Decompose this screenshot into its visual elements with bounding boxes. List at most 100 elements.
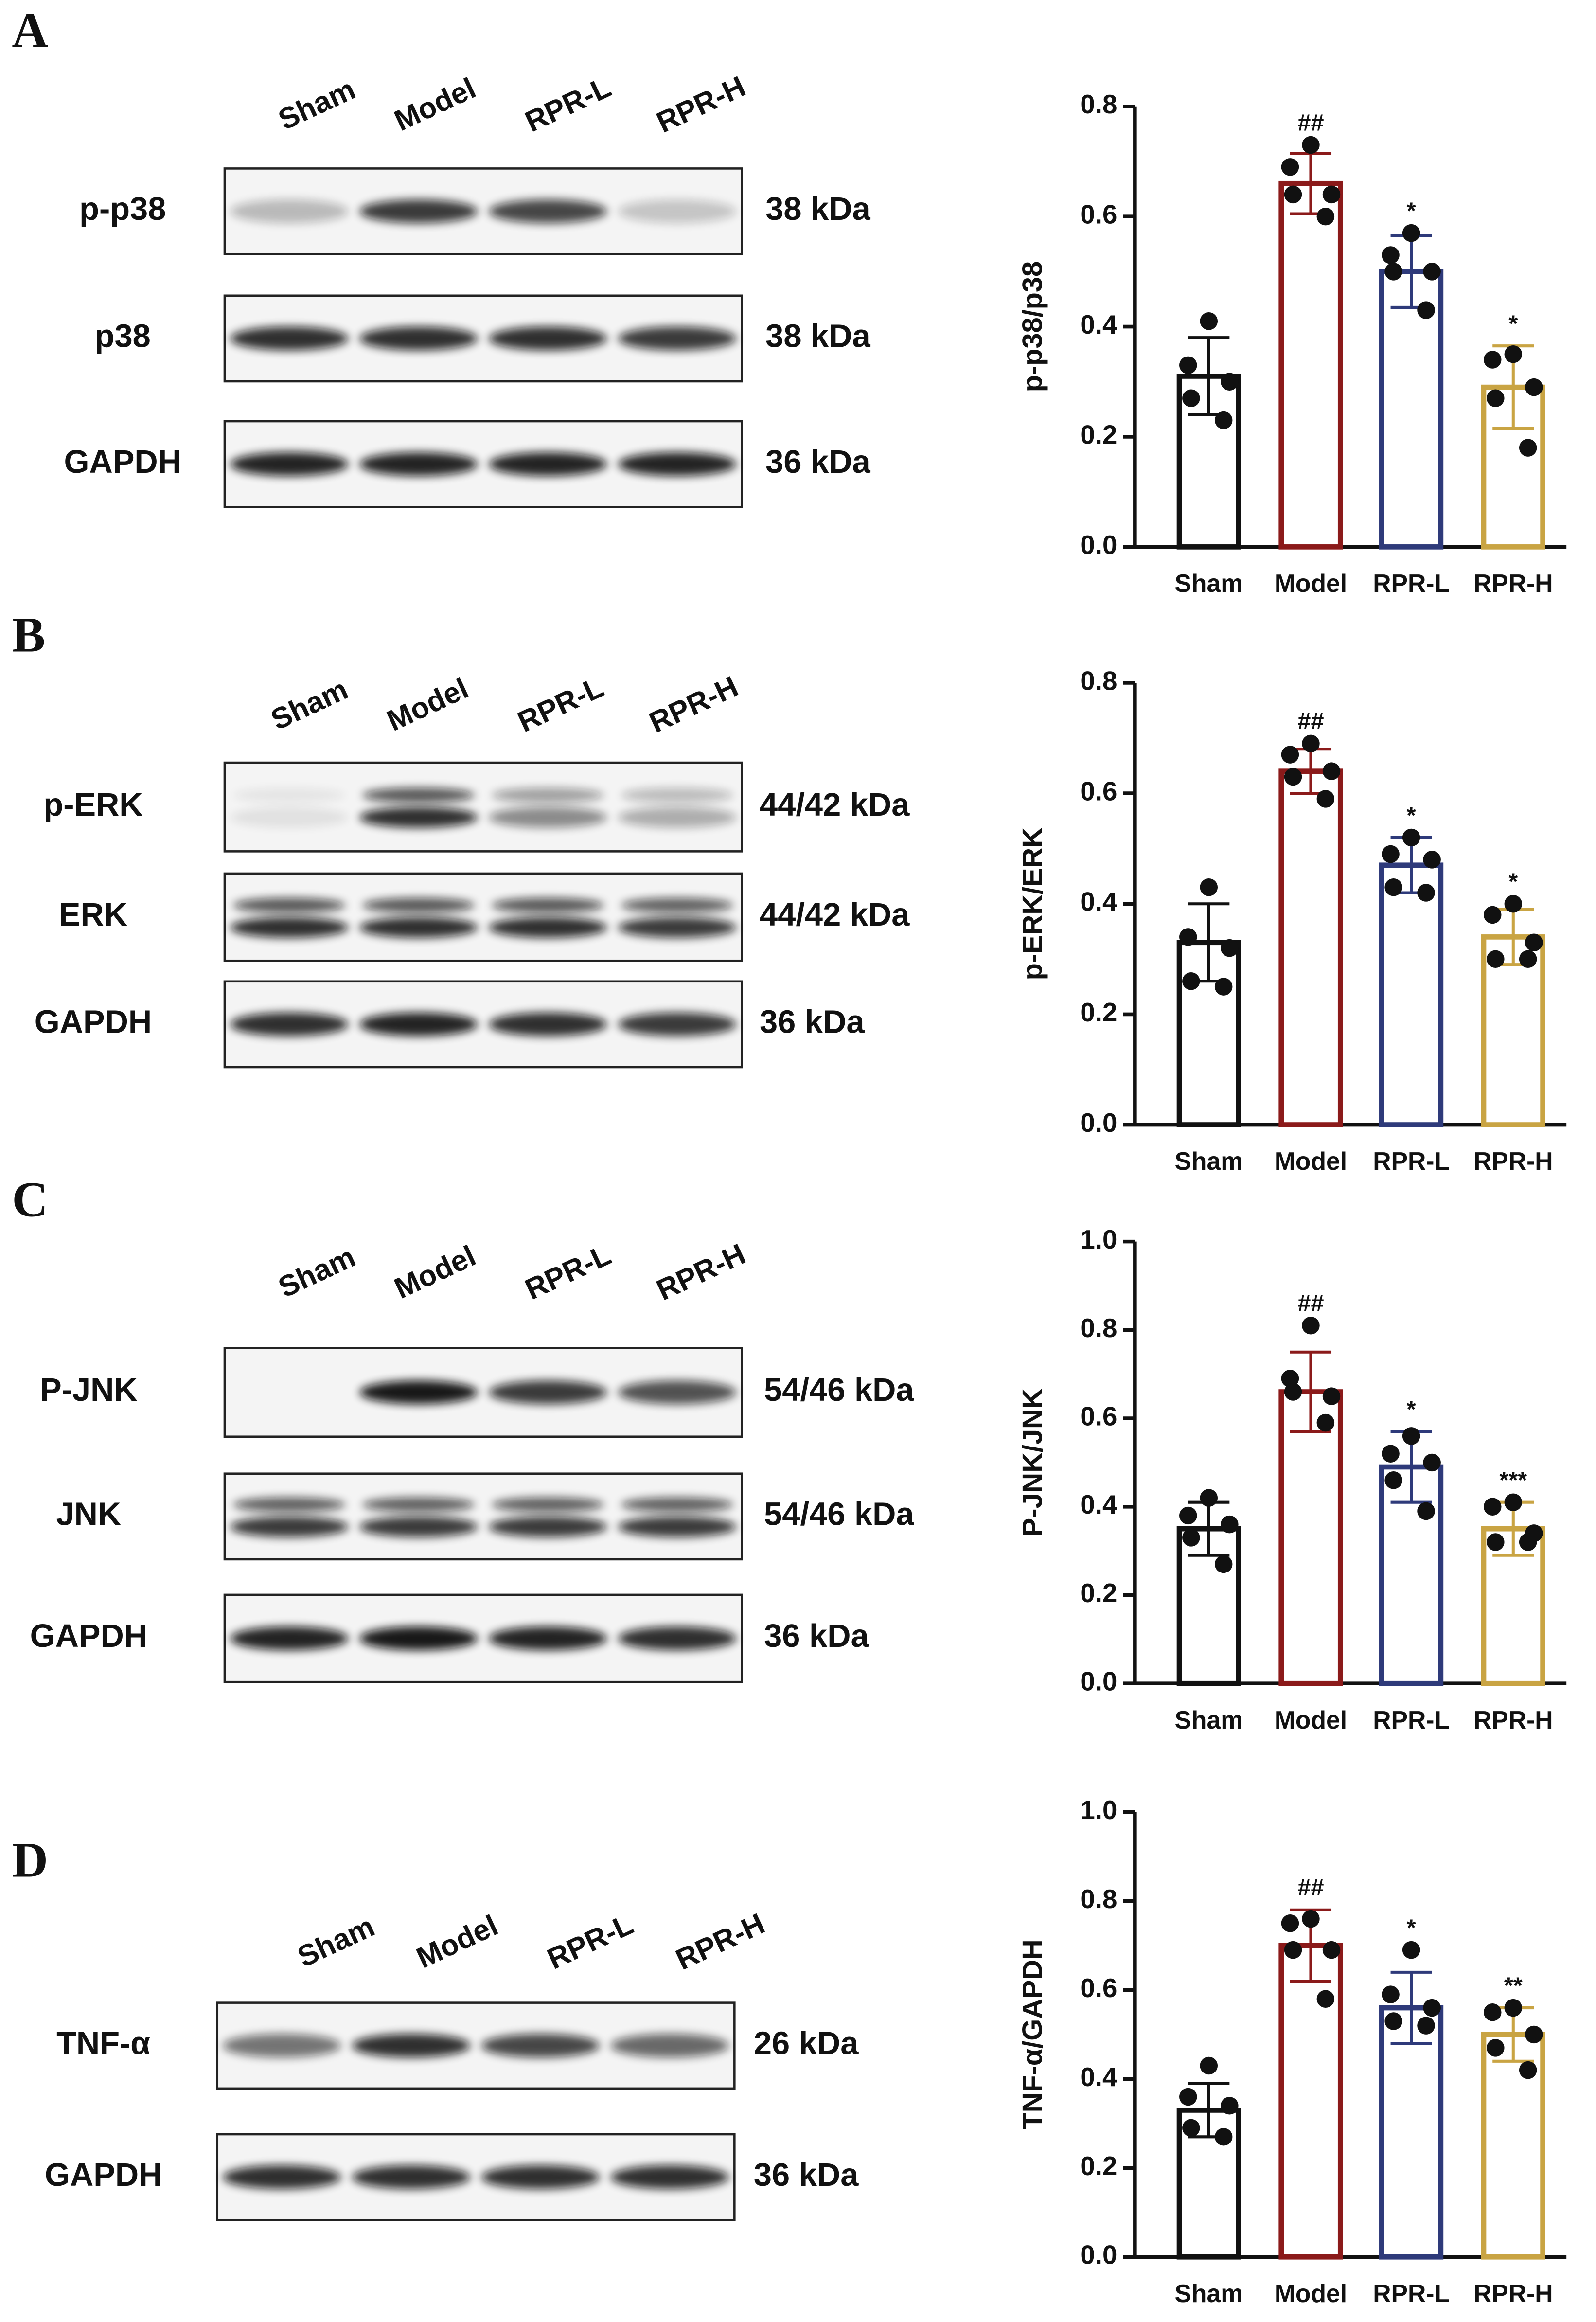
data-point [1484,351,1502,369]
data-point [1281,158,1299,176]
data-point [1214,411,1233,429]
data-point [1284,1941,1302,1959]
band [489,1516,607,1537]
lane-label: Sham [273,72,360,137]
band [359,1626,478,1650]
lane-label: RPR-L [520,1238,616,1306]
data-point [1402,1941,1420,1959]
lane-label: RPR-H [644,670,743,739]
band [223,2165,341,2189]
data-point [1487,950,1505,968]
data-point [1382,1985,1400,2003]
size-label: 36 kDa [765,444,870,480]
band [230,1626,349,1650]
band [489,917,607,938]
band [618,917,737,938]
error-bar [1290,1350,1332,1433]
band [621,1497,734,1512]
x-tick-label: Sham [1174,569,1243,597]
data-point [1200,2056,1218,2075]
y-axis-label: p-p38/p38 [1017,261,1048,392]
data-point [1525,2025,1543,2044]
band [618,452,737,476]
data-point [1221,1515,1239,1534]
data-point [1487,389,1505,407]
y-tick-label: 0.8 [1080,1313,1117,1343]
size-label: 54/46 kDa [764,1372,914,1408]
data-point [1316,1413,1335,1432]
data-point [1214,1555,1233,1573]
band [618,807,737,828]
lane-label: Model [382,671,473,737]
band [492,898,604,913]
bar [1379,2005,1444,2260]
data-point [1417,884,1435,902]
x-tick-label: Sham [1174,1147,1243,1175]
data-point [1214,978,1233,996]
data-point [1179,2088,1197,2106]
significance: ## [1297,109,1324,136]
data-point [1302,1910,1320,1928]
band [481,2034,600,2058]
x-tick-label: Sham [1174,2279,1243,2307]
data-point [1504,895,1523,913]
band [362,787,475,803]
row-label: GAPDH [30,1618,147,1654]
panel-letter: D [12,1833,48,1888]
data-point [1179,928,1197,946]
y-tick-label: 1.0 [1080,1795,1117,1825]
data-point [1214,2128,1233,2146]
data-point [1221,373,1239,391]
data-point [1179,1506,1197,1525]
data-point [1221,939,1239,957]
band [492,1497,604,1512]
bar [1278,768,1343,1127]
data-point [1179,356,1197,375]
band [230,452,349,476]
data-point [1525,378,1543,396]
x-tick-label: Model [1275,2279,1347,2307]
data-point [1384,1471,1402,1489]
band [362,1497,475,1512]
y-tick-label: 0.2 [1080,997,1117,1027]
blot-box [223,872,743,962]
blot-box [223,761,743,853]
y-tick-label: 0.8 [1080,89,1117,119]
data-point [1281,1914,1299,1932]
significance: ## [1297,708,1324,734]
x-tick-label: RPR-L [1373,569,1450,597]
lane-label: RPR-L [513,670,608,738]
y-tick-label: 0.2 [1080,1578,1117,1608]
size-label: 26 kDa [754,2025,859,2061]
significance: * [1508,311,1518,337]
y-tick-label: 0.6 [1080,776,1117,806]
data-point [1384,2012,1402,2030]
size-label: 54/46 kDa [764,1496,914,1532]
data-point [1200,878,1218,896]
bar [1278,180,1343,550]
band [359,326,478,351]
data-point [1284,768,1302,786]
y-tick-label: 0.0 [1080,2240,1117,2270]
x-tick-label: RPR-H [1473,2279,1553,2307]
row-label: ERK [59,896,127,933]
row-label: p-p38 [79,191,166,227]
data-point [1423,1999,1441,2017]
row-label: p38 [95,318,151,355]
size-label: 36 kDa [764,1618,869,1654]
band [489,326,607,351]
band [230,1012,349,1036]
size-label: 38 kDa [765,318,870,355]
band [230,917,349,938]
x-tick-label: RPR-L [1373,2279,1450,2307]
x-tick-label: RPR-L [1373,1147,1450,1175]
band [621,787,734,803]
blot-box [223,1472,743,1561]
data-point [1316,1990,1335,2008]
band [481,2165,600,2189]
size-label: 44/42 kDa [760,896,910,933]
row-label: GAPDH [35,1004,152,1040]
bar [1379,862,1444,1127]
y-axis-label: TNF-α/GAPDH [1017,1939,1048,2129]
data-point [1402,1427,1420,1445]
